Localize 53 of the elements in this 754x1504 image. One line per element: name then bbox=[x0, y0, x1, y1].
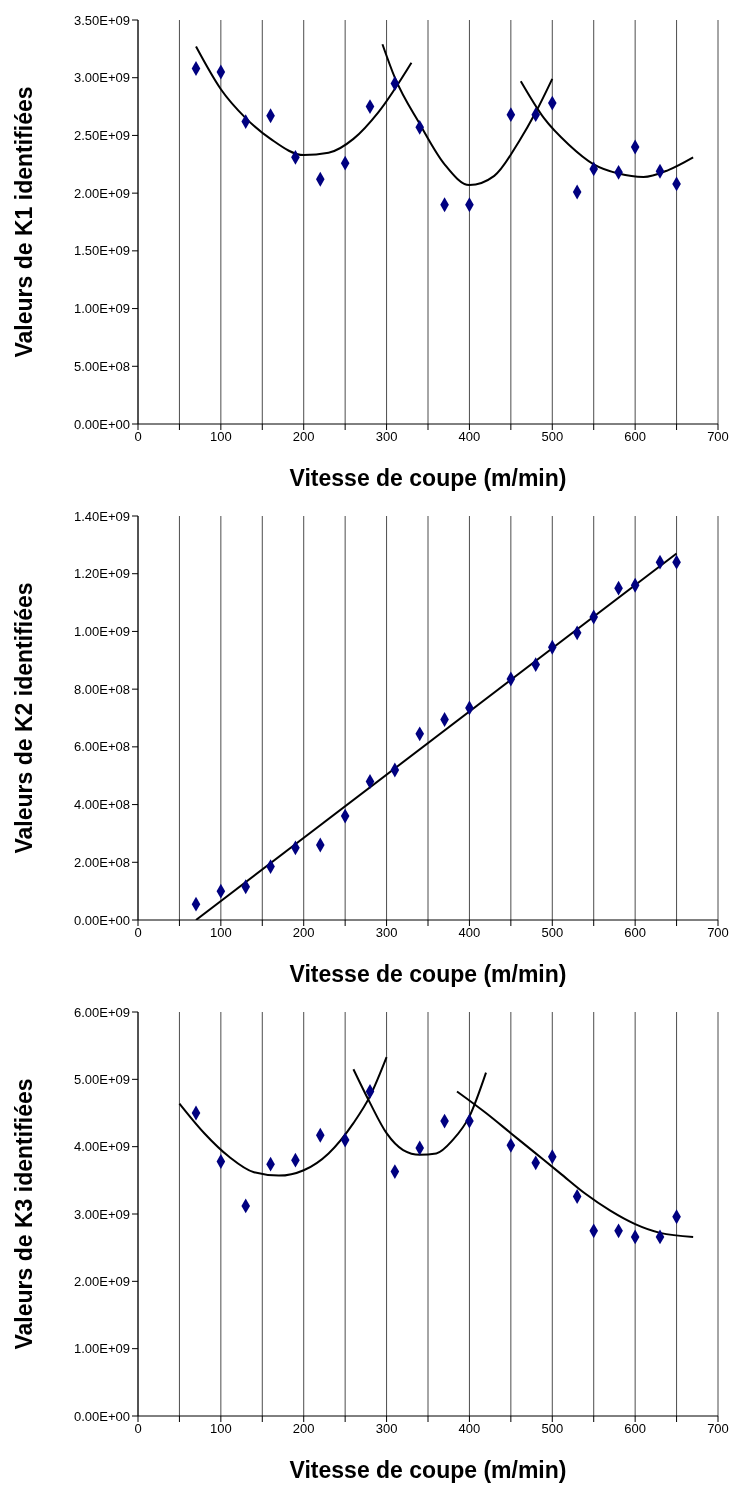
y-tick-label: 1.40E+09 bbox=[73, 508, 130, 524]
x-tick-label: 100 bbox=[210, 1421, 232, 1437]
x-axis-title: Vitesse de coupe (m/min) bbox=[289, 961, 567, 987]
y-tick-label: 1.00E+09 bbox=[73, 1341, 130, 1357]
y-tick-label: 2.50E+09 bbox=[73, 128, 130, 144]
x-tick-label: 100 bbox=[210, 925, 232, 941]
x-tick-label: 100 bbox=[210, 429, 232, 445]
y-tick-label: 4.00E+09 bbox=[73, 1139, 130, 1155]
x-tick-label: 500 bbox=[541, 429, 564, 445]
x-tick-label: 500 bbox=[541, 1421, 564, 1437]
x-tick-label: 200 bbox=[292, 1421, 315, 1437]
x-tick-label: 700 bbox=[707, 925, 729, 941]
x-tick-label: 200 bbox=[292, 925, 315, 941]
x-tick-label: 500 bbox=[541, 925, 564, 941]
x-tick-label: 400 bbox=[458, 925, 481, 941]
y-tick-label: 1.50E+09 bbox=[73, 243, 130, 259]
y-tick-label: 0.00E+00 bbox=[73, 416, 130, 432]
y-tick-label: 4.00E+08 bbox=[73, 797, 130, 813]
y-tick-label: 6.00E+09 bbox=[73, 1004, 130, 1020]
y-tick-label: 1.00E+09 bbox=[73, 624, 130, 640]
y-tick-label: 2.00E+09 bbox=[73, 1273, 130, 1289]
x-tick-label: 600 bbox=[624, 1421, 646, 1437]
x-tick-label: 300 bbox=[375, 925, 398, 941]
y-tick-label: 2.00E+08 bbox=[73, 854, 130, 870]
x-tick-label: 0 bbox=[134, 1421, 142, 1437]
x-tick-label: 200 bbox=[292, 429, 315, 445]
y-tick-label: 0.00E+00 bbox=[73, 1408, 130, 1424]
x-tick-label: 0 bbox=[134, 925, 142, 941]
y-axis-title: Valeurs de K1 identifiées bbox=[11, 86, 38, 358]
y-tick-label: 8.00E+08 bbox=[73, 681, 130, 697]
y-axis-title: Valeurs de K2 identifiées bbox=[11, 582, 38, 854]
x-tick-label: 600 bbox=[624, 429, 646, 445]
y-tick-label: 5.00E+08 bbox=[73, 358, 130, 374]
x-tick-label: 0 bbox=[134, 429, 142, 445]
x-tick-label: 700 bbox=[707, 1421, 729, 1437]
x-tick-label: 400 bbox=[458, 1421, 481, 1437]
y-tick-label: 1.00E+09 bbox=[73, 301, 130, 317]
y-tick-label: 0.00E+00 bbox=[73, 912, 130, 928]
y-tick-label: 1.20E+09 bbox=[73, 566, 130, 582]
y-axis-title: Valeurs de K3 identifiées bbox=[11, 1078, 38, 1350]
x-tick-label: 600 bbox=[624, 925, 646, 941]
y-tick-label: 6.00E+08 bbox=[73, 739, 130, 755]
y-tick-label: 3.00E+09 bbox=[73, 70, 130, 86]
x-tick-label: 700 bbox=[707, 429, 729, 445]
y-tick-label: 3.00E+09 bbox=[73, 1206, 130, 1222]
y-tick-label: 5.00E+09 bbox=[73, 1071, 130, 1087]
x-tick-label: 400 bbox=[458, 429, 481, 445]
y-tick-label: 3.50E+09 bbox=[73, 12, 130, 28]
x-axis-title: Vitesse de coupe (m/min) bbox=[289, 1457, 567, 1483]
y-tick-label: 2.00E+09 bbox=[73, 185, 130, 201]
x-tick-label: 300 bbox=[375, 429, 398, 445]
x-axis-title: Vitesse de coupe (m/min) bbox=[289, 465, 567, 491]
x-tick-label: 300 bbox=[375, 1421, 398, 1437]
